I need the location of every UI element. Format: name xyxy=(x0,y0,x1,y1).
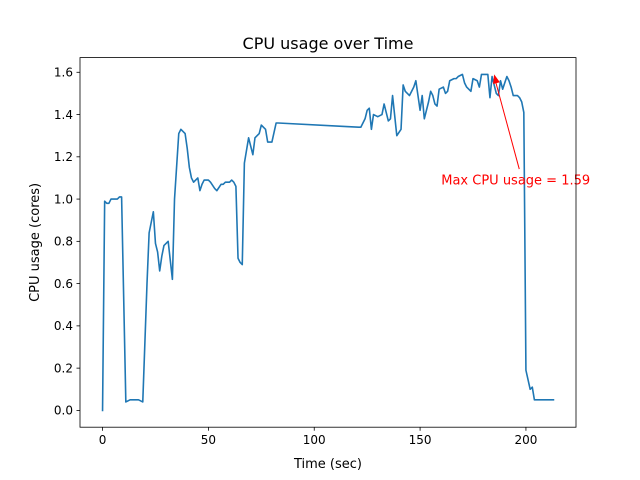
cpu-usage-series-line xyxy=(101,73,555,412)
y-tick-label: 1.6 xyxy=(54,65,73,79)
y-axis-ticks: 0.0 0.2 0.4 0.6 0.8 1.0 1.2 1.4 1.6 xyxy=(54,65,80,418)
plot-frame xyxy=(79,57,577,428)
annotation-arrow-head xyxy=(493,74,500,84)
annotation-arrow-line xyxy=(493,76,520,170)
y-tick-label: 1.0 xyxy=(54,192,73,206)
y-axis-label: CPU usage (cores) xyxy=(28,183,43,302)
chart-title: CPU usage over Time xyxy=(243,34,414,53)
x-tick-label: 150 xyxy=(409,433,432,447)
series-layer xyxy=(101,73,555,412)
x-tick-label: 50 xyxy=(201,433,216,447)
x-axis-label: Time (sec) xyxy=(293,457,362,472)
y-tick-label: 0.6 xyxy=(54,277,73,291)
annotation-layer: Max CPU usage = 1.59 xyxy=(441,74,590,189)
x-tick-label: 100 xyxy=(303,433,326,447)
y-tick-label: 0.8 xyxy=(54,235,73,249)
y-tick-label: 1.2 xyxy=(54,150,73,164)
x-tick-label: 200 xyxy=(514,433,537,447)
y-tick-label: 0.0 xyxy=(54,404,73,418)
x-tick-label: 0 xyxy=(99,433,107,447)
x-axis-ticks: 0 50 100 150 200 xyxy=(99,427,537,447)
max-cpu-annotation-label: Max CPU usage = 1.59 xyxy=(441,174,590,189)
y-tick-label: 1.4 xyxy=(54,108,73,122)
plot-area xyxy=(80,57,576,428)
y-tick-label: 0.2 xyxy=(54,361,73,375)
y-tick-label: 0.4 xyxy=(54,319,73,333)
